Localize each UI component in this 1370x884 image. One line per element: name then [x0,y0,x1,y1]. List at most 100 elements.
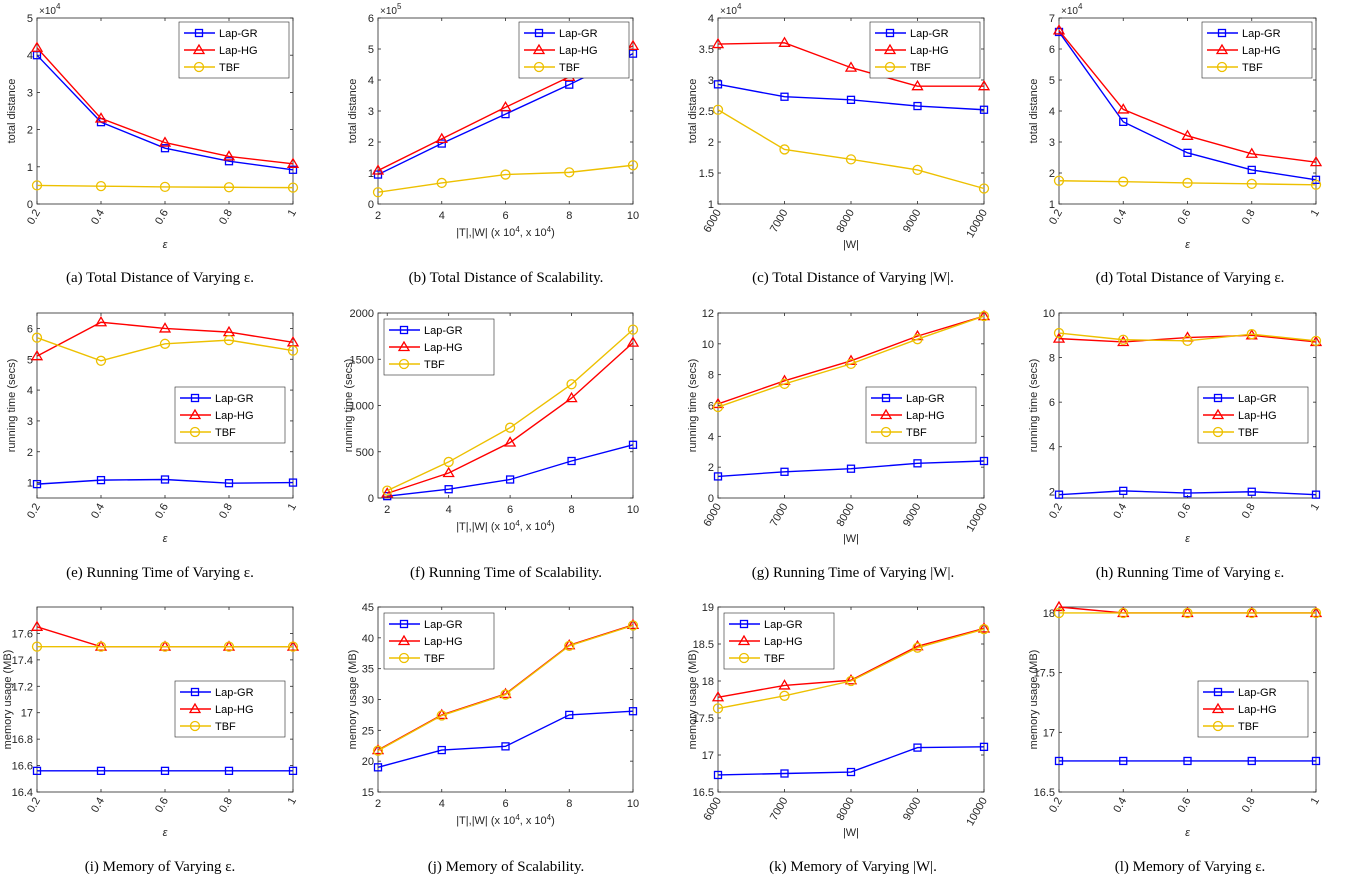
data-point [222,150,236,161]
data-point [845,154,857,165]
x-tick-label: 4 [439,210,445,222]
data-point [1245,606,1258,618]
chart-caption: (l) Memory of Varying ε. [1115,859,1266,875]
series-lap-gr [373,707,638,772]
data-point [712,703,724,714]
data-point [912,164,923,176]
legend-marker [194,28,204,38]
series-tbf [712,624,990,714]
x-tick-label: 1 [1309,208,1322,219]
y-axis-label: running time (secs) [6,359,18,453]
legend-entry: Lap-HG [219,45,258,57]
data-point [1052,600,1066,612]
legend-marker [399,325,409,335]
data-point [1310,179,1322,190]
data-point [159,181,171,193]
data-point [626,39,640,51]
data-point [979,742,989,752]
y-tick-label: 7 [1049,13,1055,25]
y-tick-label: 1 [1049,199,1055,211]
legend-marker [1212,426,1224,438]
y-tick-label: 0 [368,199,374,211]
data-point [224,157,234,166]
data-point [779,690,790,701]
data-point [95,641,107,652]
y-tick-label: 17 [21,708,33,720]
data-point [912,642,923,653]
legend-entry: TBF [215,721,236,733]
x-tick-label: 7000 [768,796,791,823]
x-axis-label: |W| [843,533,859,545]
x-axis-label: |T|,|W| (x 104, x 104) [456,813,555,827]
data-point [1311,490,1321,499]
y-axis-label: total distance [1028,79,1040,144]
series-line [36,478,294,485]
x-tick-label: 10000 [964,208,990,240]
data-point [1311,175,1321,184]
x-tick-label: 8000 [834,502,857,529]
legend-marker [879,408,893,420]
data-point [32,766,42,776]
y-tick-label: 4 [1049,106,1055,118]
x-axis-label: |T|,|W| (x 104, x 104) [456,519,555,533]
x-tick-label: 0.4 [1111,502,1129,521]
legend-entry: Lap-GR [1242,28,1281,40]
series-line [717,746,985,776]
data-point [505,475,515,484]
x-axis-label: ε [163,827,168,839]
data-point [713,472,723,481]
x-tick-label: 8 [566,798,572,810]
legend: Lap-GR Lap-HG TBF [518,21,630,79]
data-point [846,464,856,473]
legend-entry: Lap-GR [424,619,463,631]
y-tick-label: 3 [27,416,33,428]
data-point [911,639,924,651]
legend-marker [190,687,200,697]
y-tick-label: 17.4 [12,655,33,667]
data-point [287,641,299,652]
legend-marker [1217,28,1227,38]
legend-entry: TBF [1238,721,1259,733]
legend-entry: TBF [1242,62,1263,74]
data-point [158,322,172,333]
data-point [565,391,578,403]
series-lap-hg [1052,24,1323,167]
data-point [1117,606,1130,618]
y-tick-label: 17.5 [1034,668,1055,680]
series-line [717,460,985,478]
y-tick-label: 4 [708,13,714,25]
data-point [780,769,789,778]
series-line [717,315,985,405]
legend-marker [193,61,205,73]
chart-caption: (g) Running Time of Varying |W|. [752,565,954,581]
data-point [913,101,922,111]
data-point [711,37,725,49]
data-point [1181,129,1194,140]
data-point [1246,178,1257,190]
data-point [1182,177,1193,189]
y-tick-label: 16.5 [693,787,714,799]
data-point [159,338,171,349]
data-point [1183,148,1192,158]
x-tick-label: 6000 [701,796,724,823]
data-point [288,165,298,174]
legend: Lap-GR Lap-HG TBF [1197,386,1309,444]
series-lap-gr [383,440,638,501]
legend-entry: Lap-HG [906,410,945,422]
legend-marker [1213,393,1223,403]
data-point [1246,329,1257,340]
chart-panel-f: 0 500 1000 1500 2000 2 4 6 8 10 running time (secs… [343,308,640,581]
data-point [1053,175,1065,186]
data-point [564,167,575,178]
data-point [779,144,790,155]
y-tick-label: 18 [702,676,714,688]
chart-caption: (f) Running Time of Scalability. [410,565,602,581]
data-point [1309,155,1323,167]
x-tick-label: 7000 [768,502,791,529]
series-lap-gr [713,742,989,780]
axis-multiplier: ×104 [720,2,742,17]
data-point [372,745,384,756]
x-tick-label: 6 [502,798,508,810]
legend-entry: Lap-GR [1238,393,1277,405]
